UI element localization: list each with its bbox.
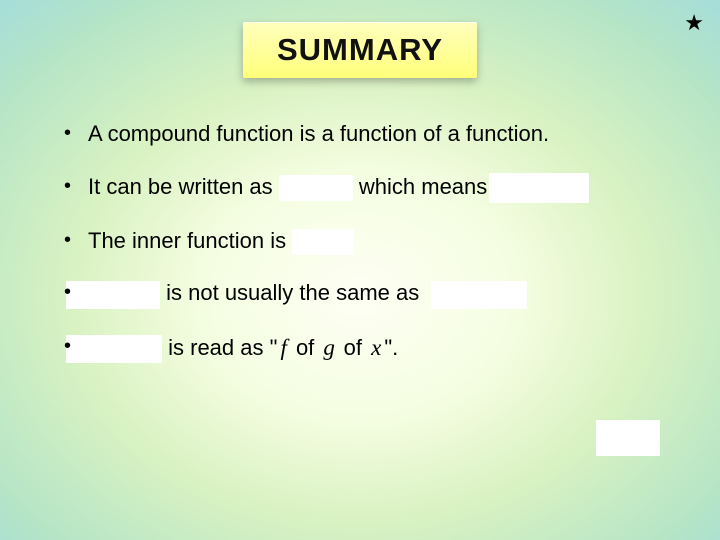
bullet-5-text-a: is read as: [168, 335, 270, 360]
of-2: of: [344, 335, 368, 360]
blank-notation: [279, 175, 353, 201]
bullet-4-text: is not usually the same as: [166, 280, 425, 305]
math-g: g: [320, 335, 343, 360]
bullet-3: The inner function is: [58, 227, 680, 256]
bullet-2: It can be written as which means: [58, 173, 680, 203]
bullet-2-text-b: which means: [359, 174, 487, 199]
corner-blank: [596, 420, 660, 456]
bullet-5: is read as "f of g of x".: [58, 333, 680, 363]
blank-inner-fn: [292, 229, 354, 255]
bullet-1-text: A compound function is a function of a f…: [88, 121, 549, 146]
blank-rhs: [431, 281, 527, 309]
summary-list: A compound function is a function of a f…: [58, 120, 680, 387]
quote-close: ".: [384, 335, 398, 360]
bullet-4: is not usually the same as: [58, 279, 680, 308]
bullet-5-quoted: "f of g of x".: [270, 335, 399, 360]
math-f: f: [277, 335, 289, 360]
star-icon: ★: [684, 10, 704, 36]
bullet-2-text-a: It can be written as: [88, 174, 279, 199]
math-x: x: [368, 335, 384, 360]
of-1: of: [290, 335, 321, 360]
bullet-3-text: The inner function is: [88, 228, 292, 253]
page-title: SUMMARY: [277, 32, 443, 67]
blank-meaning: [489, 173, 589, 203]
blank-expression: [66, 335, 162, 363]
blank-lhs: [66, 281, 160, 309]
title-box: SUMMARY: [243, 22, 477, 78]
bullet-1: A compound function is a function of a f…: [58, 120, 680, 149]
